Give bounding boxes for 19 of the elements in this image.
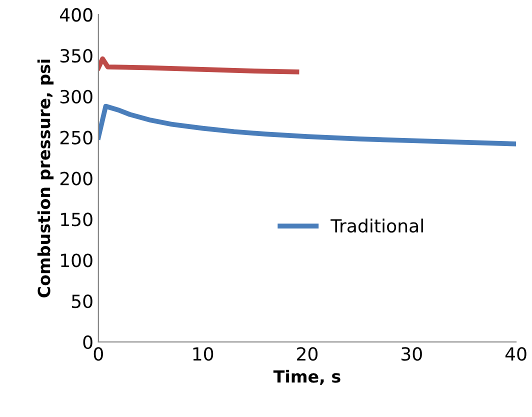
y-tick-label: 300 (60, 90, 92, 104)
legend-label: Traditional (330, 218, 423, 233)
x-tick-label: 0 (94, 347, 103, 361)
line-series (98, 56, 300, 74)
line-series (98, 104, 516, 146)
y-tick-label: 250 (60, 130, 92, 144)
y-tick-label: 0 (83, 335, 92, 350)
y-tick-label: 50 (72, 294, 92, 308)
y-tick-label: 200 (60, 172, 92, 186)
x-tick-label: 30 (402, 347, 422, 361)
y-tick-label: 100 (61, 254, 92, 268)
x-tick-label: 20 (297, 347, 318, 361)
y-axis-title: Combustion pressure, psi (37, 60, 54, 298)
y-tick-label: 400 (60, 8, 92, 22)
y-tick-label: 350 (60, 48, 92, 63)
x-tick-label: 40 (505, 347, 526, 361)
y-tick-label: 150 (61, 212, 92, 226)
x-tick-label: 10 (193, 347, 214, 361)
x-axis-title: Time, s (273, 370, 340, 385)
